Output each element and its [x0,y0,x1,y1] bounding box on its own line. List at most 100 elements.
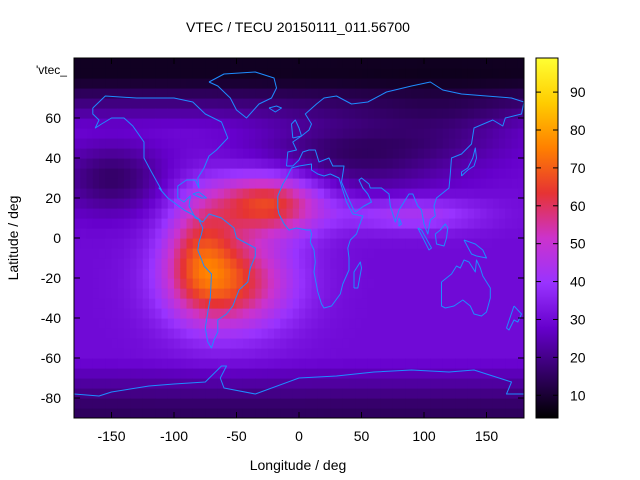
heatmap-cell [142,58,150,69]
heatmap-cell [361,128,369,139]
heatmap-cell [105,138,113,149]
heatmap-cell [442,78,450,89]
heatmap-cell [136,138,144,149]
heatmap-cell [261,238,269,249]
heatmap-cell [430,128,438,139]
heatmap-cell [461,218,469,229]
heatmap-cell [417,408,425,418]
heatmap-cell [224,58,231,69]
heatmap-cell [111,398,119,409]
heatmap-cell [355,348,363,359]
heatmap-cell [474,78,481,89]
heatmap-cell [417,238,425,249]
heatmap-cell [249,208,256,219]
heatmap-cell [392,88,400,99]
heatmap-cell [317,78,325,89]
heatmap-cell [505,208,513,219]
heatmap-cell [205,108,213,119]
heatmap-cell [124,378,131,389]
heatmap-cell [311,278,319,289]
heatmap-cell [224,368,231,379]
heatmap-cell [324,178,331,189]
heatmap-cell [155,268,163,279]
heatmap-cell [174,138,181,149]
heatmap-cell [74,58,81,69]
heatmap-cell [242,198,250,209]
heatmap-cell [211,188,219,199]
heatmap-cell [386,358,394,369]
heatmap-cell [461,158,469,169]
heatmap-cell [105,268,113,279]
heatmap-cell [80,368,88,379]
heatmap-cell [386,218,394,229]
heatmap-cell [511,328,519,339]
heatmap-cell [199,298,206,309]
heatmap-cell [99,88,106,99]
heatmap-cell [386,398,394,409]
heatmap-cell [505,368,513,379]
heatmap-cell [361,198,369,209]
heatmap-cell [511,138,519,149]
heatmap-cell [192,218,200,229]
heatmap-cell [480,238,488,249]
heatmap-cell [224,338,231,349]
heatmap-cell [255,208,263,219]
heatmap-cell [455,388,463,399]
heatmap-cell [442,148,450,159]
heatmap-cell [155,168,163,179]
heatmap-cell [342,298,350,309]
heatmap-cell [386,158,394,169]
heatmap-cell [355,148,363,159]
heatmap-cell [480,278,488,289]
heatmap-cell [461,228,469,239]
heatmap-cell [267,208,275,219]
heatmap-cell [399,278,406,289]
heatmap-cell [342,68,350,79]
heatmap-cell [355,68,363,79]
heatmap-cell [405,188,413,199]
heatmap-cell [267,118,275,129]
heatmap-cell [436,68,444,79]
heatmap-cell [511,118,519,129]
heatmap-cell [411,288,419,299]
heatmap-cell [324,68,331,79]
heatmap-cell [261,308,269,319]
heatmap-cell [411,228,419,239]
heatmap-cell [136,288,144,299]
heatmap-cell [267,268,275,279]
heatmap-cell [192,308,200,319]
heatmap-cell [324,358,331,369]
heatmap-cell [330,88,338,99]
heatmap-cell [230,408,238,418]
heatmap-cell [105,158,113,169]
heatmap-cell [386,318,394,329]
heatmap-cell [517,198,524,209]
heatmap-cell [149,248,156,259]
heatmap-cell [292,328,300,339]
heatmap-cell [511,338,519,349]
heatmap-cell [342,308,350,319]
heatmap-cell [180,168,188,179]
heatmap-cell [367,208,375,219]
heatmap-cell [174,228,181,239]
heatmap-cell [461,178,469,189]
heatmap-cell [249,328,256,339]
heatmap-cell [155,128,163,139]
heatmap-cell [155,288,163,299]
heatmap-cell [86,308,94,319]
heatmap-cell [261,78,269,89]
heatmap-cell [255,318,263,329]
heatmap-cell [355,288,363,299]
heatmap-cell [405,278,413,289]
heatmap-cell [405,368,413,379]
heatmap-cell [349,138,356,149]
heatmap-cell [186,288,194,299]
heatmap-cell [361,58,369,69]
heatmap-cell [167,78,175,89]
heatmap-cell [186,248,194,259]
heatmap-cell [436,338,444,349]
heatmap-cell [192,268,200,279]
heatmap-cell [442,308,450,319]
heatmap-cell [305,148,313,159]
heatmap-cell [274,68,281,79]
